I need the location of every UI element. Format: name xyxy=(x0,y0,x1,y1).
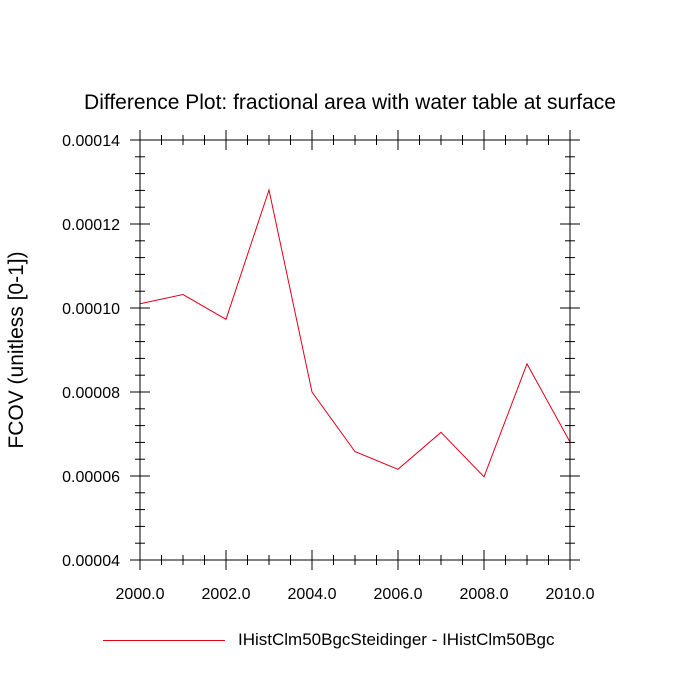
y-tick-label: 0.00014 xyxy=(62,133,120,150)
legend: IHistClm50BgcSteidinger - IHistClm50Bgc xyxy=(103,630,623,652)
x-tick-labels: 2000.0 2002.0 2004.0 2006.0 2008.0 2010.0 xyxy=(116,586,595,603)
y-tick-labels: 0.00004 0.00006 0.00008 0.00010 0.00012 0.000… xyxy=(62,133,120,570)
x-tick-label: 2006.0 xyxy=(374,586,423,603)
x-tick-label: 2002.0 xyxy=(202,586,251,603)
y-tick-label: 0.00004 xyxy=(62,553,120,570)
x-tick-label: 2004.0 xyxy=(288,586,337,603)
y-tick-label: 0.00010 xyxy=(62,301,120,318)
major-ticks xyxy=(130,130,580,570)
series-line-0 xyxy=(139,188,571,478)
x-tick-label: 2000.0 xyxy=(116,586,165,603)
x-tick-label: 2008.0 xyxy=(460,586,509,603)
minor-ticks xyxy=(135,135,575,565)
x-tick-label: 2010.0 xyxy=(546,586,595,603)
chart-title: Difference Plot: fractional area with wa… xyxy=(84,91,616,114)
series-lines xyxy=(139,188,571,478)
y-tick-label: 0.00008 xyxy=(62,385,120,402)
plot-frame xyxy=(139,139,571,561)
y-tick-label: 0.00006 xyxy=(62,469,120,486)
y-tick-label: 0.00012 xyxy=(62,217,120,234)
y-axis-label: FCOV (unitless [0-1]) xyxy=(5,251,28,449)
legend-label-0: IHistClm50BgcSteidinger - IHistClm50Bgc xyxy=(238,630,555,649)
legend-swatch-0 xyxy=(103,640,225,641)
